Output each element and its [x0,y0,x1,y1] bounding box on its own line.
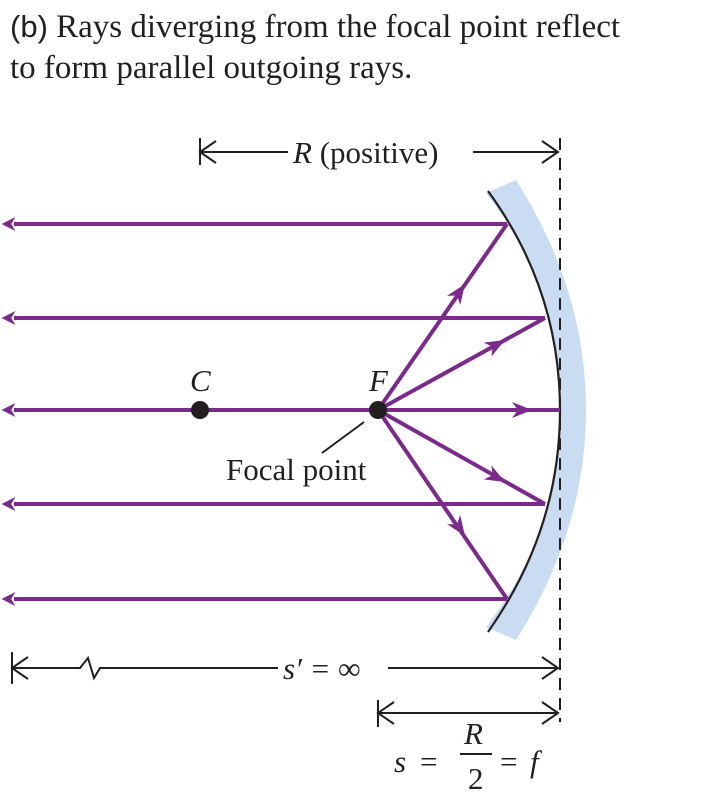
diverging-ray [376,408,509,601]
diverging-ray [377,408,546,506]
focal-length-f: f [530,744,543,779]
image-distance-arrowhead-right [541,656,560,680]
ray-arrowhead [447,515,465,536]
focal-point-leader [321,421,365,454]
radius-symbol: R [292,135,312,170]
radius-label: R (positive) [292,135,439,170]
focal-length-s: s [394,744,406,779]
focal-length-arrowhead-right [541,701,560,725]
figure-caption: (b) Rays diverging from the focal point … [10,6,715,89]
ray-arrowhead [483,340,505,357]
fraction-numerator: R [463,716,483,751]
focal-point-label: Focal point [226,452,367,487]
radius-arrowhead-left [198,140,217,164]
diverging-ray [376,222,509,412]
fraction-denominator: 2 [468,761,484,796]
ray-arrowhead [447,284,465,305]
center-label: C [190,363,211,398]
caption-tag: (b) [10,9,48,44]
caption-line-1: Rays diverging from the focal point refl… [47,9,621,45]
image-distance-label: s′ = ∞ [283,651,360,686]
center-point [191,401,209,419]
caption-line-2: to form parallel outgoing rays. [10,50,413,86]
focal-length-equals-1: = [420,744,437,779]
focus-label: F [368,363,389,398]
image-distance-break [12,655,278,681]
ray-arrowhead [483,465,505,482]
radius-arrowhead-right [541,140,560,164]
radius-note: (positive) [312,135,439,170]
focal-length-equals-2: = [500,744,517,779]
focal-length-arrowhead-left [376,701,395,725]
focal-point [369,401,387,419]
diverging-ray [377,316,546,412]
ray-arrowhead [512,402,532,418]
